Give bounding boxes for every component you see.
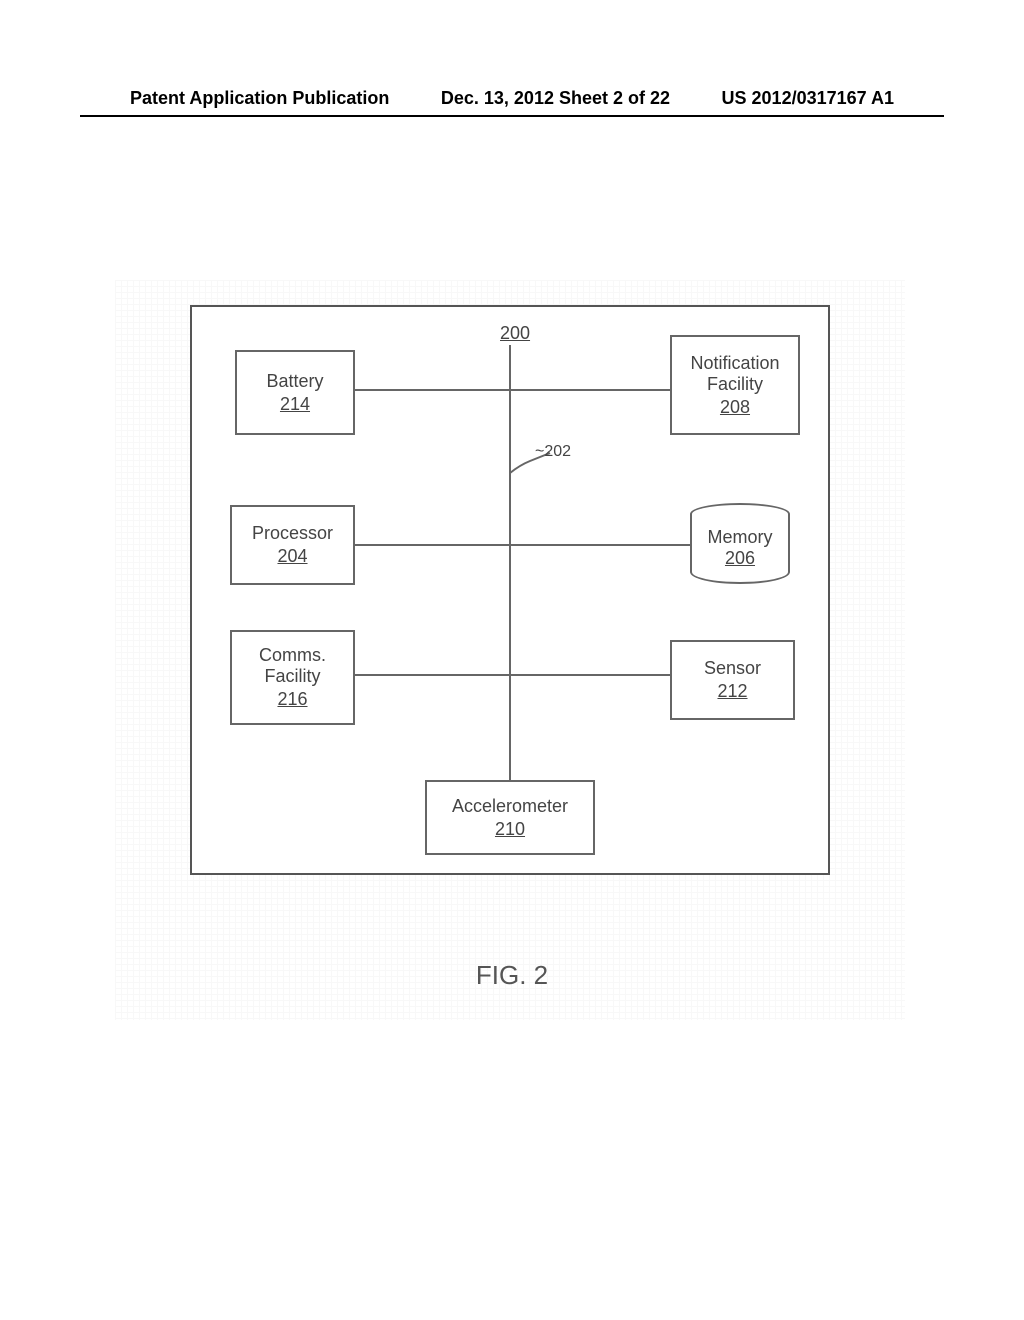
ref-sensor: 212 xyxy=(717,681,747,702)
block-sensor: Sensor 212 xyxy=(670,640,795,720)
label-accelerometer: Accelerometer xyxy=(452,796,568,817)
ref-processor: 204 xyxy=(277,546,307,567)
label-processor: Processor xyxy=(252,523,333,544)
header-rule xyxy=(80,115,944,117)
header-left: Patent Application Publication xyxy=(130,88,389,109)
figure-2: 200 ~202 Battery 214 Notification Facili… xyxy=(190,305,830,875)
ref-comms: 216 xyxy=(277,689,307,710)
ref-battery: 214 xyxy=(280,394,310,415)
label-comms: Comms. Facility xyxy=(236,645,349,687)
ref-accelerometer: 210 xyxy=(495,819,525,840)
block-accelerometer: Accelerometer 210 xyxy=(425,780,595,855)
label-notification: Notification Facility xyxy=(676,353,794,395)
ref-200: 200 xyxy=(500,323,530,344)
ref-memory: 206 xyxy=(725,548,755,569)
block-memory: Memory 206 xyxy=(690,514,790,584)
block-battery: Battery 214 xyxy=(235,350,355,435)
label-memory: Memory xyxy=(707,527,772,548)
block-comms: Comms. Facility 216 xyxy=(230,630,355,725)
header-center: Dec. 13, 2012 Sheet 2 of 22 xyxy=(441,88,670,109)
label-sensor: Sensor xyxy=(704,658,761,679)
header-right: US 2012/0317167 A1 xyxy=(722,88,894,109)
block-notification: Notification Facility 208 xyxy=(670,335,800,435)
ref-202: ~202 xyxy=(535,443,571,461)
ref-notification: 208 xyxy=(720,397,750,418)
figure-caption: FIG. 2 xyxy=(0,960,1024,991)
page-header: Patent Application Publication Dec. 13, … xyxy=(0,88,1024,117)
block-processor: Processor 204 xyxy=(230,505,355,585)
label-battery: Battery xyxy=(266,371,323,392)
